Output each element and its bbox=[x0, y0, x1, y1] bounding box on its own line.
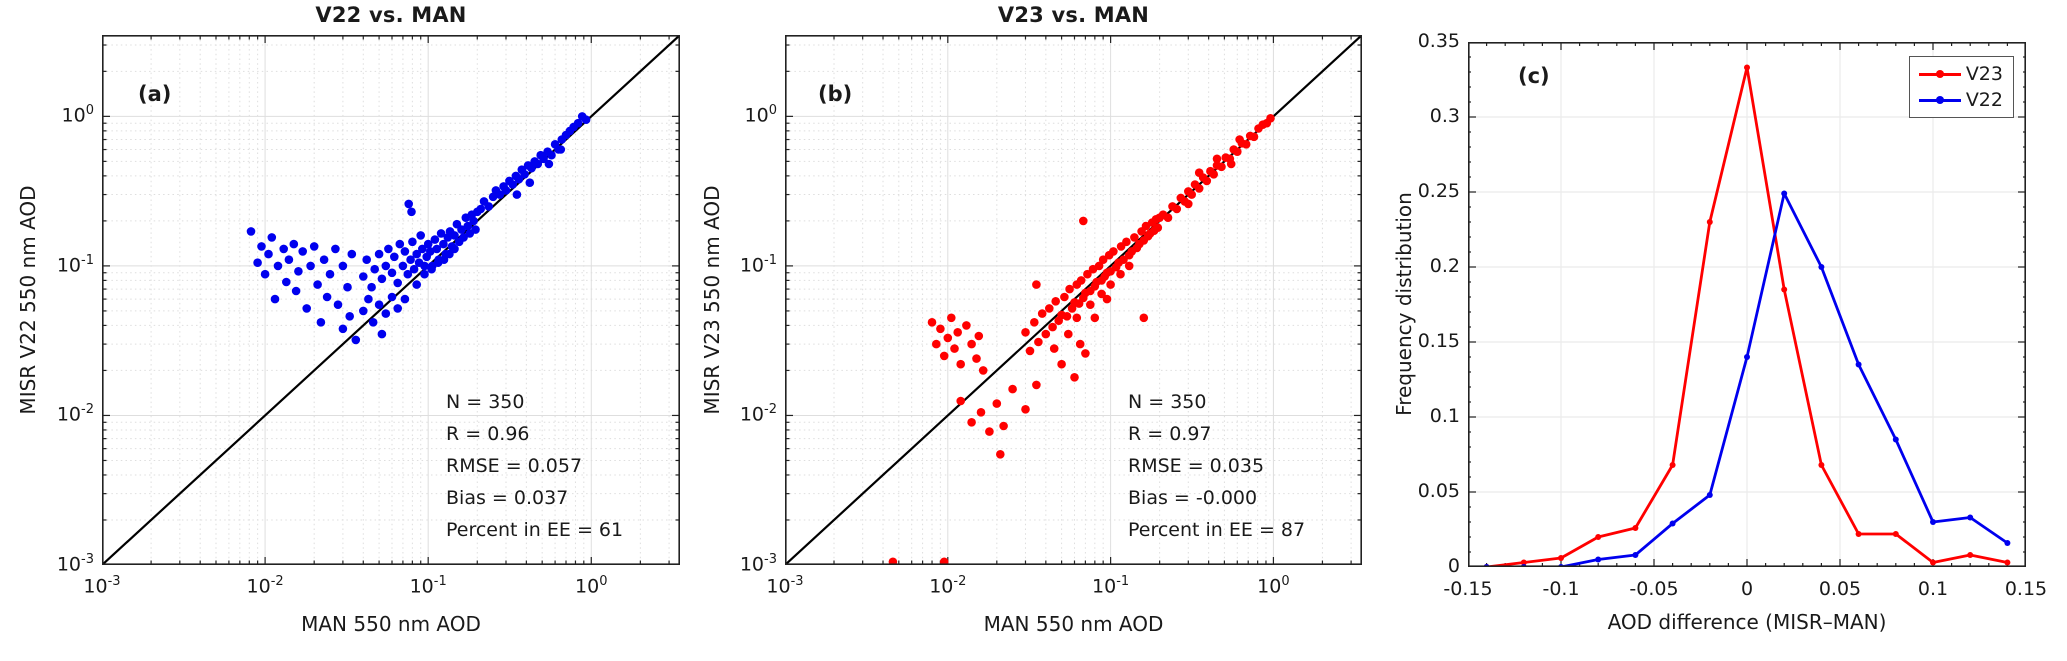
tick-label: 0.25 bbox=[1417, 179, 1460, 202]
tick-label: 0.35 bbox=[1417, 29, 1460, 52]
plot-c bbox=[1468, 42, 2026, 567]
tick-label: 10-2 bbox=[739, 402, 777, 426]
tick-label: 10-1 bbox=[409, 574, 447, 598]
panel-b-letter: (b) bbox=[818, 82, 853, 106]
tick-label: 0.1 bbox=[1429, 404, 1460, 427]
tick-label: 100 bbox=[61, 103, 94, 127]
tick-label: 100 bbox=[1257, 574, 1290, 598]
tick-label: 10-3 bbox=[83, 574, 121, 598]
panel-a-title: V22 vs. MAN bbox=[315, 3, 467, 27]
legend-swatch-v23 bbox=[1918, 70, 1961, 78]
legend-marker-icon bbox=[1935, 70, 1944, 78]
legend-label-v23: V23 bbox=[1965, 63, 2003, 85]
tick-label: 0.1 bbox=[1917, 578, 1949, 600]
legend-swatch-v22 bbox=[1918, 96, 1961, 104]
stat-rmse: RMSE = 0.057 bbox=[446, 455, 583, 477]
stat-bias: Bias = -0.000 bbox=[1128, 487, 1258, 509]
legend-label-v22: V22 bbox=[1965, 89, 2003, 111]
stat-n: N = 350 bbox=[1128, 391, 1207, 413]
tick-label: 0.15 bbox=[1417, 329, 1460, 352]
legend: V23 V22 bbox=[1908, 56, 2014, 118]
tick-label: 0 bbox=[1447, 554, 1460, 577]
tick-label: 10-2 bbox=[246, 574, 284, 598]
tick-label: 0.3 bbox=[1429, 104, 1460, 127]
tick-label: 0.15 bbox=[2004, 578, 2048, 600]
tick-label: 10-2 bbox=[56, 402, 94, 426]
tick-label: 0.2 bbox=[1429, 254, 1460, 277]
stat-r: R = 0.96 bbox=[446, 423, 530, 445]
panel-c-xlabel: AOD difference (MISR–MAN) bbox=[1607, 610, 1887, 634]
tick-label: 0 bbox=[1740, 578, 1754, 600]
stat-bias: Bias = 0.037 bbox=[446, 487, 569, 509]
tick-label: -0.15 bbox=[1443, 578, 1493, 600]
tick-label: 10-3 bbox=[766, 574, 804, 598]
plot-b bbox=[785, 35, 1362, 565]
panel-c-ylabel: Frequency distribution bbox=[1392, 192, 1416, 416]
legend-row-v23: V23 bbox=[1918, 63, 2003, 85]
panel-c-letter: (c) bbox=[1518, 64, 1550, 88]
plot-a bbox=[102, 35, 680, 565]
stat-ee: Percent in EE = 87 bbox=[1128, 519, 1306, 541]
panel-a-ylabel: MISR V22 550 nm AOD bbox=[16, 185, 40, 415]
panel-b-xlabel: MAN 550 nm AOD bbox=[983, 612, 1164, 636]
stat-rmse: RMSE = 0.035 bbox=[1128, 455, 1265, 477]
tick-label: 100 bbox=[744, 103, 777, 127]
panel-a-xlabel: MAN 550 nm AOD bbox=[301, 612, 481, 636]
tick-label: 10-1 bbox=[739, 253, 777, 277]
legend-row-v22: V22 bbox=[1918, 89, 2003, 111]
tick-label: 10-1 bbox=[56, 253, 94, 277]
panel-b-title: V23 vs. MAN bbox=[997, 3, 1150, 27]
tick-label: 10-3 bbox=[739, 552, 777, 576]
tick-label: 0.05 bbox=[1818, 578, 1862, 600]
stat-r: R = 0.97 bbox=[1128, 423, 1212, 445]
panel-b-stats: N = 350 R = 0.97 RMSE = 0.035 Bias = -0.… bbox=[1128, 386, 1305, 546]
panel-a-stats: N = 350 R = 0.96 RMSE = 0.057 Bias = 0.0… bbox=[446, 386, 623, 546]
stat-ee: Percent in EE = 61 bbox=[446, 519, 624, 541]
tick-label: -0.1 bbox=[1542, 578, 1580, 600]
panel-a-letter: (a) bbox=[138, 82, 172, 106]
panel-b-ylabel: MISR V23 550 nm AOD bbox=[700, 185, 724, 415]
legend-marker-icon bbox=[1935, 96, 1944, 104]
tick-label: 10-2 bbox=[929, 574, 967, 598]
tick-label: 10-3 bbox=[56, 552, 94, 576]
stat-n: N = 350 bbox=[446, 391, 525, 413]
tick-label: 0.05 bbox=[1417, 479, 1460, 502]
tick-label: 10-1 bbox=[1092, 574, 1130, 598]
tick-label: 100 bbox=[575, 574, 608, 598]
tick-label: -0.05 bbox=[1629, 578, 1679, 600]
